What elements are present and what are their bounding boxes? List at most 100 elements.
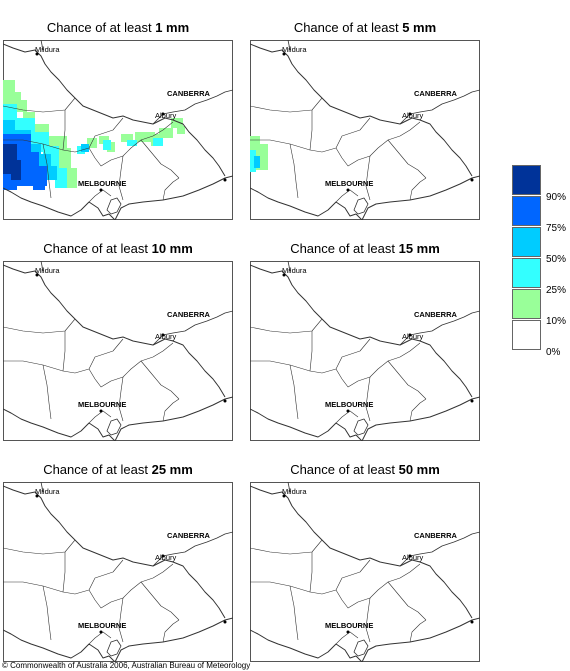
state-border-line <box>250 264 473 398</box>
shade-75 <box>33 170 45 190</box>
copyright-footer: © Commonwealth of Australia 2006, Austra… <box>2 661 251 670</box>
district-boundary-line <box>62 110 124 153</box>
map-frame <box>250 261 480 441</box>
legend-swatch-25 <box>512 258 541 288</box>
port-phillip-bay <box>106 639 122 657</box>
nsw-border-line <box>40 482 233 567</box>
mildura-label: Mildura <box>35 45 60 54</box>
district-boundary-line <box>309 331 371 374</box>
victoria-map-svg: Mildura CANBERRA Albury MELBOURNE <box>250 40 480 220</box>
panel-title: Chance of at least 25 mm <box>43 462 193 477</box>
district-boundary-line <box>3 139 64 151</box>
district-boundary-line <box>335 631 359 645</box>
gabo-dot <box>223 399 227 403</box>
district-boundary-line <box>250 318 323 334</box>
victoria-map-svg: Mildura CANBERRA Albury MELBOURNE <box>3 482 233 662</box>
district-boundary-line <box>140 139 180 179</box>
coastline <box>250 175 480 220</box>
district-boundary-line <box>250 360 311 372</box>
melbourne-dot <box>346 630 350 634</box>
coastline <box>3 617 233 662</box>
district-boundary-line <box>3 97 76 113</box>
victoria-map-svg: Mildura CANBERRA Albury MELBOURNE <box>250 261 480 441</box>
legend-swatch-75 <box>512 196 541 226</box>
panel-title: Chance of at least 1 mm <box>46 20 190 35</box>
nsw-border-line <box>40 261 233 346</box>
coastline <box>3 396 233 441</box>
district-boundary-line <box>88 631 112 645</box>
district-boundary-line <box>365 155 371 201</box>
panel-title: Chance of at least 50 mm <box>290 462 440 477</box>
district-boundary-line <box>162 177 180 201</box>
legend-swatch-0 <box>512 320 541 350</box>
mildura-dot <box>35 52 39 56</box>
district-boundary-line <box>387 139 427 179</box>
district-boundary-line <box>3 318 76 334</box>
albury-dot <box>161 554 165 558</box>
shade-50 <box>81 144 89 152</box>
melbourne-label: MELBOURNE <box>325 621 373 630</box>
district-boundary-line <box>335 410 359 424</box>
shade-25 <box>250 150 256 172</box>
district-boundary-line <box>42 364 52 420</box>
district-boundary-line <box>118 376 124 422</box>
shade-50 <box>254 156 260 168</box>
shade-25 <box>55 168 67 188</box>
district-boundary-line <box>289 585 299 641</box>
district-boundary-line <box>88 563 174 609</box>
district-boundary-line <box>365 376 371 422</box>
melbourne-dot <box>99 188 103 192</box>
mildura-label: Mildura <box>35 266 60 275</box>
map-50mm: Mildura CANBERRA Albury MELBOURNE <box>250 482 480 662</box>
nsw-border-line <box>287 261 480 346</box>
coastline <box>250 617 480 662</box>
district-boundary-line <box>3 539 76 555</box>
melbourne-label: MELBOURNE <box>78 179 126 188</box>
mildura-dot <box>282 52 286 56</box>
albury-dot <box>408 333 412 337</box>
shade-10 <box>17 100 27 112</box>
port-phillip-bay <box>353 197 369 215</box>
albury-dot <box>408 112 412 116</box>
district-boundary-line <box>309 552 371 595</box>
albury-label: Albury <box>155 111 177 120</box>
district-boundary-line <box>3 581 64 593</box>
district-boundary-line <box>118 155 124 201</box>
state-border-line <box>250 485 473 619</box>
district-boundary-line <box>42 143 52 199</box>
mildura-label: Mildura <box>35 487 60 496</box>
district-boundary-line <box>409 398 427 422</box>
shade-90 <box>11 160 21 180</box>
district-boundary-line <box>309 110 371 153</box>
nsw-border-line <box>40 40 233 125</box>
legend-label-50: 50% <box>546 254 567 265</box>
gabo-dot <box>223 178 227 182</box>
district-boundary-line <box>140 360 180 400</box>
legend-label-25: 25% <box>546 285 567 296</box>
shade-50 <box>47 166 57 180</box>
state-border-line <box>3 264 226 398</box>
district-boundary-line <box>88 410 112 424</box>
map-10mm: Mildura CANBERRA Albury MELBOURNE <box>3 261 233 441</box>
coastline <box>250 396 480 441</box>
shade-25 <box>127 140 137 146</box>
district-boundary-line <box>62 552 124 595</box>
legend-label-0: 0% <box>546 347 561 358</box>
albury-label: Albury <box>402 111 424 120</box>
district-boundary-line <box>250 581 311 593</box>
albury-label: Albury <box>402 332 424 341</box>
albury-label: Albury <box>155 332 177 341</box>
legend-label-75: 75% <box>546 223 567 234</box>
state-border-line <box>3 43 226 177</box>
panel-title: Chance of at least 10 mm <box>43 241 193 256</box>
canberra-label: CANBERRA <box>414 310 458 319</box>
district-boundary-line <box>88 121 174 167</box>
district-boundary-line <box>387 581 427 621</box>
mildura-label: Mildura <box>282 45 307 54</box>
district-boundary-line <box>289 364 299 420</box>
district-boundary-line <box>289 143 299 199</box>
district-boundary-line <box>365 597 371 643</box>
melbourne-dot <box>346 409 350 413</box>
shade-10 <box>177 126 185 134</box>
district-boundary-line <box>409 619 427 643</box>
